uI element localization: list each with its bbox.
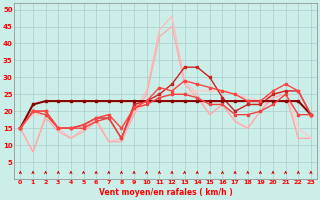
X-axis label: Vent moyen/en rafales ( km/h ): Vent moyen/en rafales ( km/h ) (99, 188, 233, 197)
